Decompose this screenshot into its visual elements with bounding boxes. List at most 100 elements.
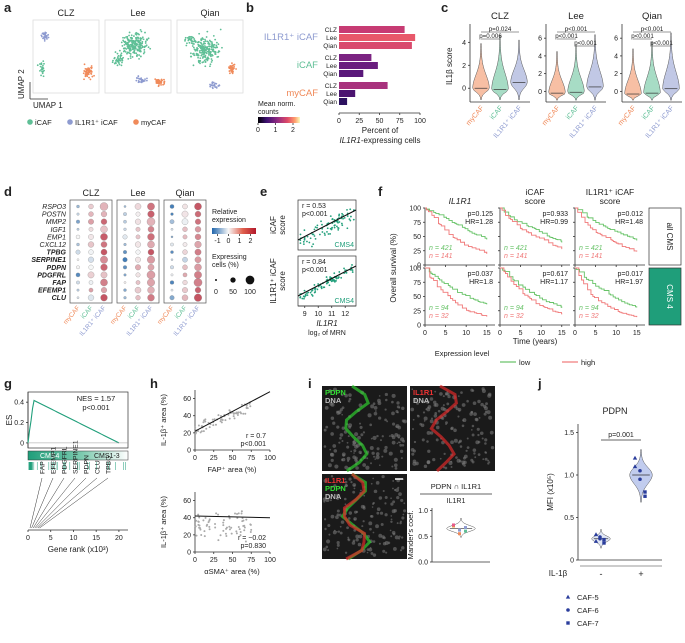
expression-dot <box>123 288 127 292</box>
umap-cell <box>39 69 41 72</box>
gene-label: IGF1 <box>50 227 66 234</box>
nucleus <box>390 497 392 500</box>
umap-cell <box>41 72 44 75</box>
umap-cell <box>40 62 43 65</box>
y-tick-label: 25 <box>413 308 421 315</box>
expression-dot <box>147 255 155 264</box>
umap-cell <box>218 50 221 53</box>
nucleus <box>490 445 495 450</box>
nucleus <box>378 496 383 500</box>
stain <box>340 472 372 561</box>
nucleus <box>330 416 335 420</box>
nucleus <box>362 520 365 523</box>
expression-dot <box>181 294 189 301</box>
expression-dot <box>100 271 108 279</box>
gene-label: SERPINE1 <box>73 440 80 474</box>
expression-dot <box>135 295 141 301</box>
umap-cell <box>189 55 192 58</box>
expression-dot <box>194 287 202 294</box>
nucleus <box>429 397 434 401</box>
plot-frame <box>27 391 129 449</box>
y-tick-label: 6 <box>538 36 542 43</box>
nucleus <box>381 455 384 458</box>
nucleus <box>396 495 400 500</box>
stain <box>429 384 459 473</box>
sample-dot <box>203 530 206 533</box>
sample-point <box>565 594 571 599</box>
legend-label: iCAF <box>35 118 52 127</box>
umap-cell <box>188 41 191 44</box>
nucleus <box>335 493 340 498</box>
umap-cell <box>193 38 196 40</box>
umap-cell <box>209 85 212 88</box>
nucleus <box>440 406 445 411</box>
nucleus <box>382 536 386 540</box>
nucleus <box>401 546 405 550</box>
sample-dot <box>303 297 305 300</box>
category-label: Qian <box>323 71 337 78</box>
expression-dot <box>147 278 155 287</box>
nucleus <box>376 511 380 515</box>
panel-letter: f <box>378 184 383 199</box>
nucleus <box>376 434 379 438</box>
expression-dot <box>135 218 141 225</box>
sample-dot <box>221 418 224 421</box>
regression-line <box>194 515 271 519</box>
subtype-tag: CMS4 <box>335 242 355 249</box>
sample-dot <box>314 226 317 229</box>
nucleus <box>472 401 477 406</box>
stat-text: p=0.125 <box>468 211 494 218</box>
nucleus <box>376 447 380 451</box>
y-tick-label: 4 <box>538 53 542 60</box>
nucleus <box>476 427 480 431</box>
nucleus <box>390 502 394 506</box>
expression-dot <box>147 264 155 271</box>
expression-dot <box>169 219 175 225</box>
expression-dot <box>88 256 94 263</box>
nucleus <box>384 418 387 422</box>
umap-cell <box>130 34 133 37</box>
sample-dot <box>225 535 228 538</box>
sample-dot <box>336 219 339 222</box>
nucleus <box>450 426 454 430</box>
sample-dot <box>303 238 306 240</box>
expression-dot <box>88 218 94 225</box>
nucleus <box>329 499 332 502</box>
sample-point <box>458 532 461 536</box>
x-tick-label: 0 <box>193 557 197 564</box>
sample-dot <box>310 293 313 296</box>
colorbar-tick-label: 2 <box>249 238 253 245</box>
violin <box>491 35 509 100</box>
stat-text: p<0.001 <box>302 211 328 218</box>
nucleus <box>336 547 339 550</box>
nucleus <box>341 439 344 443</box>
category-label: iCAF <box>565 105 580 121</box>
nucleus <box>350 481 353 484</box>
axis-label: IL1β score <box>445 47 454 85</box>
umap-cell <box>201 48 204 51</box>
legend-label: low <box>519 358 531 367</box>
expression-dot <box>101 287 107 294</box>
umap-cell <box>191 45 194 47</box>
nucleus <box>423 464 428 469</box>
sample-dot <box>205 524 208 527</box>
nucleus <box>339 487 342 489</box>
y-tick-label: 2 <box>538 71 542 78</box>
expression-dot <box>76 242 80 247</box>
umap-cell <box>186 42 188 45</box>
umap-cell <box>157 78 160 81</box>
n-label: n = 94 <box>504 305 524 312</box>
x-tick-label: 15 <box>92 535 100 542</box>
sample-dot <box>309 291 312 294</box>
y-tick-label: 0.5 <box>564 515 574 522</box>
umap-cell <box>213 43 216 46</box>
sample-point <box>638 468 642 473</box>
x-tick-label: 5 <box>444 330 448 337</box>
sample-dot <box>316 224 319 227</box>
umap-cell <box>230 70 233 73</box>
sample-dot <box>331 217 334 220</box>
gene-label: PDGFRL <box>37 272 66 279</box>
expression-dot <box>123 273 127 277</box>
stat-text: p<0.001 <box>82 403 109 412</box>
sample-dot <box>202 519 205 522</box>
